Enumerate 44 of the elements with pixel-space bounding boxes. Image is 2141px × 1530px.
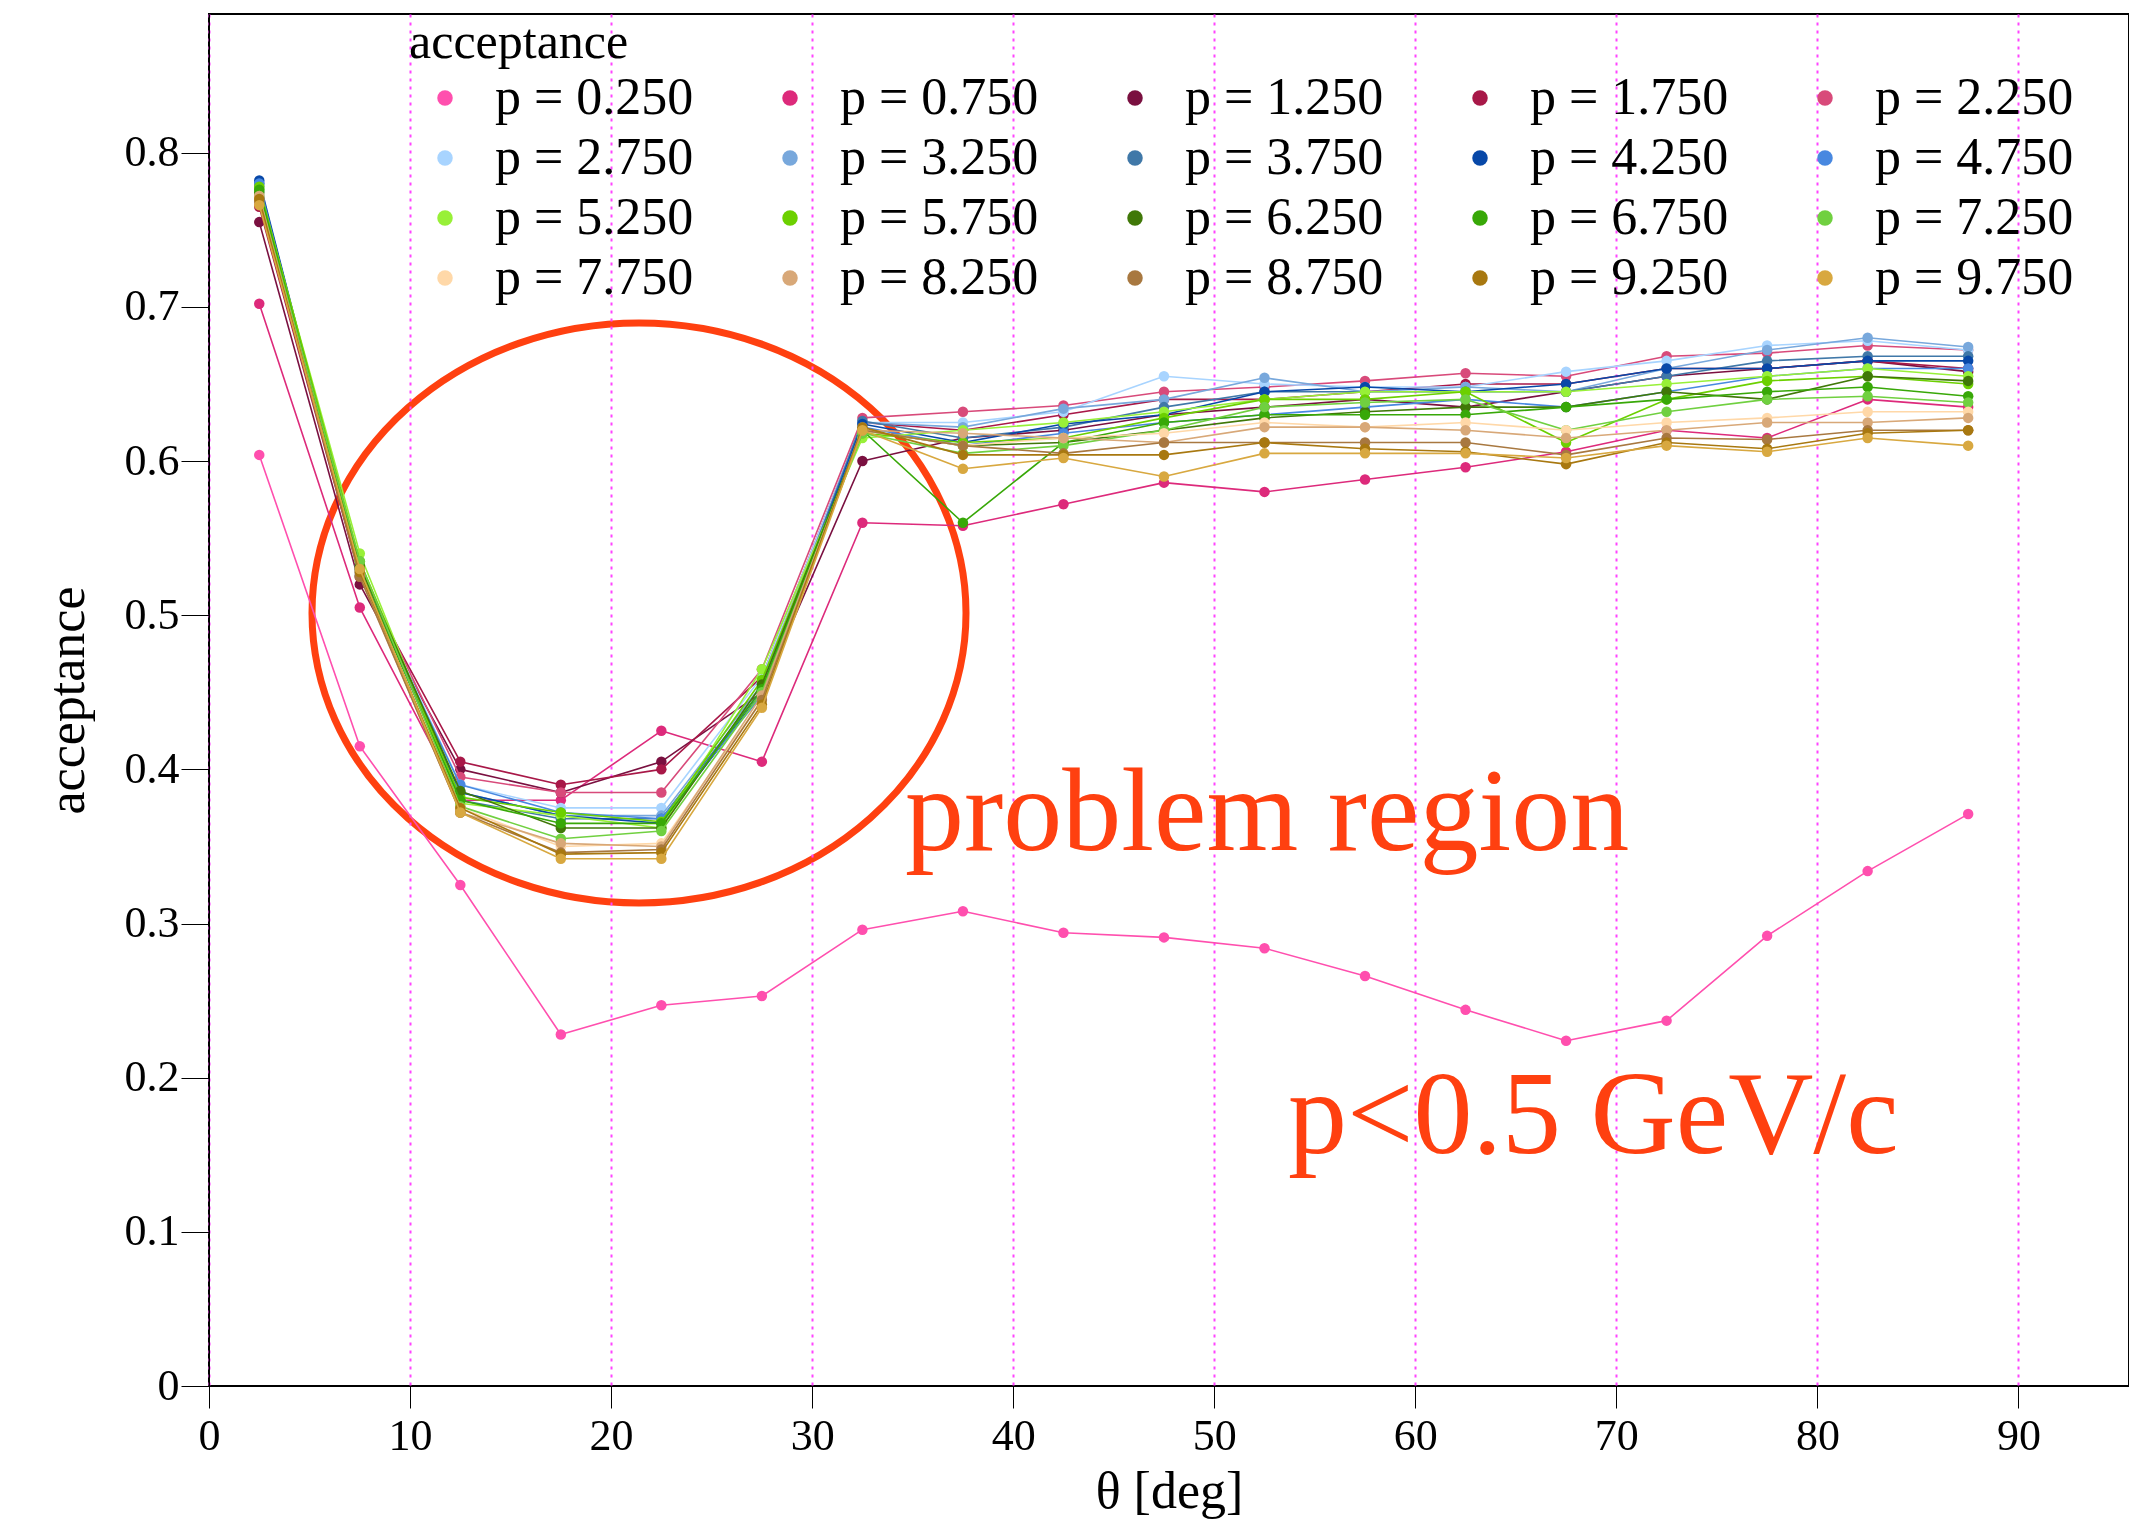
legend-label: p = 2.250 <box>1875 68 2074 125</box>
legend-label: p = 4.250 <box>1530 128 1729 185</box>
x-tick-label: 20 <box>589 1410 634 1460</box>
x-tick-label: 60 <box>1393 1410 1438 1460</box>
legend-label: p = 0.750 <box>840 68 1039 125</box>
annotation: p<0.5 GeV/c <box>1288 1048 1899 1179</box>
x-axis-title: θ [deg] <box>1095 1461 1244 1519</box>
y-tick-label: 0.3 <box>124 898 180 948</box>
x-tick-label: 90 <box>1996 1410 2041 1460</box>
y-tick-label: 0.6 <box>124 435 180 485</box>
legend-label: p = 7.250 <box>1875 188 2074 245</box>
y-tick-label: 0.4 <box>124 743 180 793</box>
x-tick-label: 70 <box>1594 1410 1639 1460</box>
y-tick-label: 0.8 <box>124 127 180 177</box>
legend-label: p = 6.750 <box>1530 188 1729 245</box>
x-tick-label: 30 <box>790 1410 835 1460</box>
legend-label: p = 3.250 <box>840 128 1039 185</box>
y-tick-label: 0.1 <box>124 1206 180 1256</box>
x-tick-label: 80 <box>1795 1410 1840 1460</box>
legend-label: p = 1.250 <box>1185 68 1384 125</box>
legend-label: p = 2.750 <box>495 128 694 185</box>
legend-label: p = 9.250 <box>1530 248 1729 305</box>
legend-label: p = 4.750 <box>1875 128 2074 185</box>
y-tick-label: 0.2 <box>124 1052 180 1102</box>
annotation: problem region <box>905 745 1630 876</box>
y-axis-title: acceptance <box>37 586 95 815</box>
y-tick-label: 0 <box>157 1360 180 1410</box>
legend-label: p = 5.750 <box>840 188 1039 245</box>
x-tick-label: 0 <box>198 1410 221 1460</box>
x-tick-label: 10 <box>388 1410 433 1460</box>
legend-label: p = 8.250 <box>840 248 1039 305</box>
legend-label: p = 9.750 <box>1875 248 2074 305</box>
legend-label: p = 0.250 <box>495 68 694 125</box>
legend-label: p = 5.250 <box>495 188 694 245</box>
x-tick-label: 40 <box>991 1410 1036 1460</box>
legend-label: p = 3.750 <box>1185 128 1384 185</box>
y-tick-label: 0.5 <box>124 589 180 639</box>
legend-label: p = 6.250 <box>1185 188 1384 245</box>
legend-title: acceptance <box>409 13 629 69</box>
y-tick-label: 0.7 <box>124 281 180 331</box>
legend-label: p = 7.750 <box>495 248 694 305</box>
legend-label: p = 1.750 <box>1530 68 1729 125</box>
legend-label: p = 8.750 <box>1185 248 1384 305</box>
x-tick-label: 50 <box>1192 1410 1237 1460</box>
